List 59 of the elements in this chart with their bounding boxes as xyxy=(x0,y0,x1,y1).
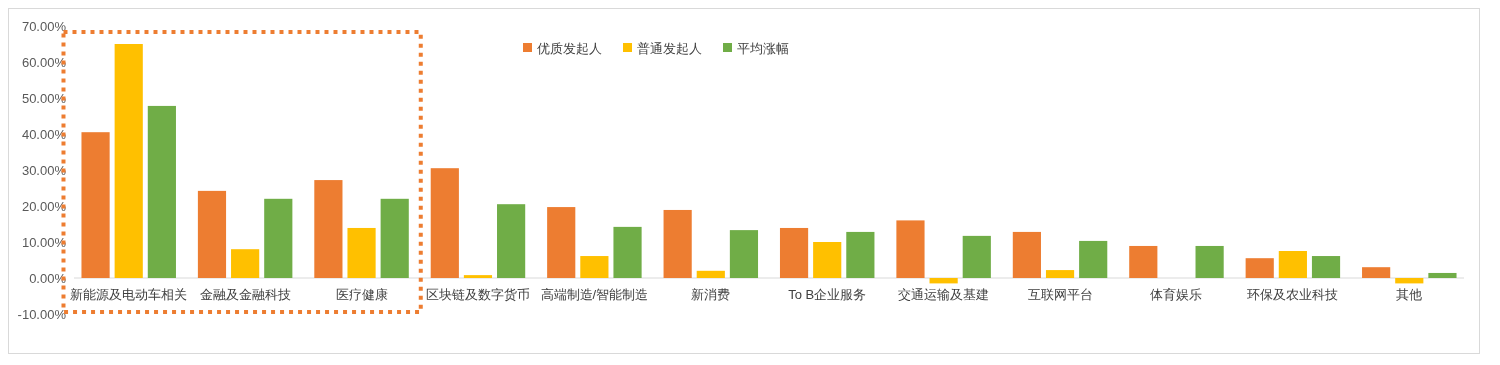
bar xyxy=(1079,240,1108,278)
x-tick-label: 区块链及数字货币 xyxy=(425,287,530,302)
legend-label: 平均涨幅 xyxy=(737,40,789,56)
bar xyxy=(463,275,493,278)
bar xyxy=(1428,272,1457,278)
y-tick-label: 50.00% xyxy=(21,90,67,106)
y-tick-label: -10.00% xyxy=(17,306,67,322)
bar xyxy=(81,132,110,278)
bar xyxy=(1245,258,1274,278)
bar xyxy=(231,249,260,278)
bar xyxy=(1129,245,1158,278)
bar xyxy=(962,235,991,278)
bar xyxy=(779,227,809,278)
bar xyxy=(729,230,759,278)
bar xyxy=(846,231,875,278)
x-tick-label: To B企业服务 xyxy=(788,287,867,302)
bar xyxy=(547,207,576,278)
y-tick-label: 0.00% xyxy=(29,270,67,286)
bar xyxy=(314,180,343,278)
bar xyxy=(264,198,293,278)
x-tick-label: 金融及金融科技 xyxy=(199,287,291,302)
bar xyxy=(1311,256,1341,278)
bar xyxy=(696,270,725,278)
bar xyxy=(1045,270,1075,278)
bar xyxy=(580,256,609,278)
x-tick-label: 体育娱乐 xyxy=(1150,287,1203,302)
bar xyxy=(1278,251,1307,278)
bar xyxy=(813,242,842,278)
bar xyxy=(896,220,925,278)
bar xyxy=(197,190,227,278)
bar xyxy=(613,226,642,278)
x-tick-label: 新消费 xyxy=(691,287,731,302)
bar xyxy=(1195,245,1224,278)
x-tick-label: 互联网平台 xyxy=(1027,287,1093,302)
bar xyxy=(1362,267,1391,278)
bar xyxy=(147,105,176,278)
x-tick-label: 交通运输及基建 xyxy=(898,287,990,302)
y-tick-label: 60.00% xyxy=(21,54,67,70)
y-tick-label: 10.00% xyxy=(21,234,67,250)
y-tick-label: 20.00% xyxy=(21,198,67,214)
bar xyxy=(663,209,692,278)
x-tick-label: 高端制造/智能制造 xyxy=(540,287,649,302)
bar xyxy=(347,227,376,278)
legend-label: 优质发起人 xyxy=(537,40,602,56)
y-tick-label: 70.00% xyxy=(21,18,67,34)
bar xyxy=(1012,231,1041,278)
bar xyxy=(430,168,459,278)
x-tick-label: 其他 xyxy=(1396,287,1423,302)
legend-label: 普通发起人 xyxy=(637,40,702,56)
bar xyxy=(1395,278,1424,284)
bar xyxy=(497,204,526,278)
y-tick-label: 30.00% xyxy=(21,162,67,178)
x-tick-label: 医疗健康 xyxy=(335,287,388,302)
bar xyxy=(929,278,958,284)
y-tick-label: 40.00% xyxy=(21,126,67,142)
bar xyxy=(114,44,143,278)
x-tick-label: 环保及农业科技 xyxy=(1247,287,1339,302)
bar xyxy=(380,198,409,278)
x-tick-label: 新能源及电动车相关 xyxy=(70,287,188,302)
